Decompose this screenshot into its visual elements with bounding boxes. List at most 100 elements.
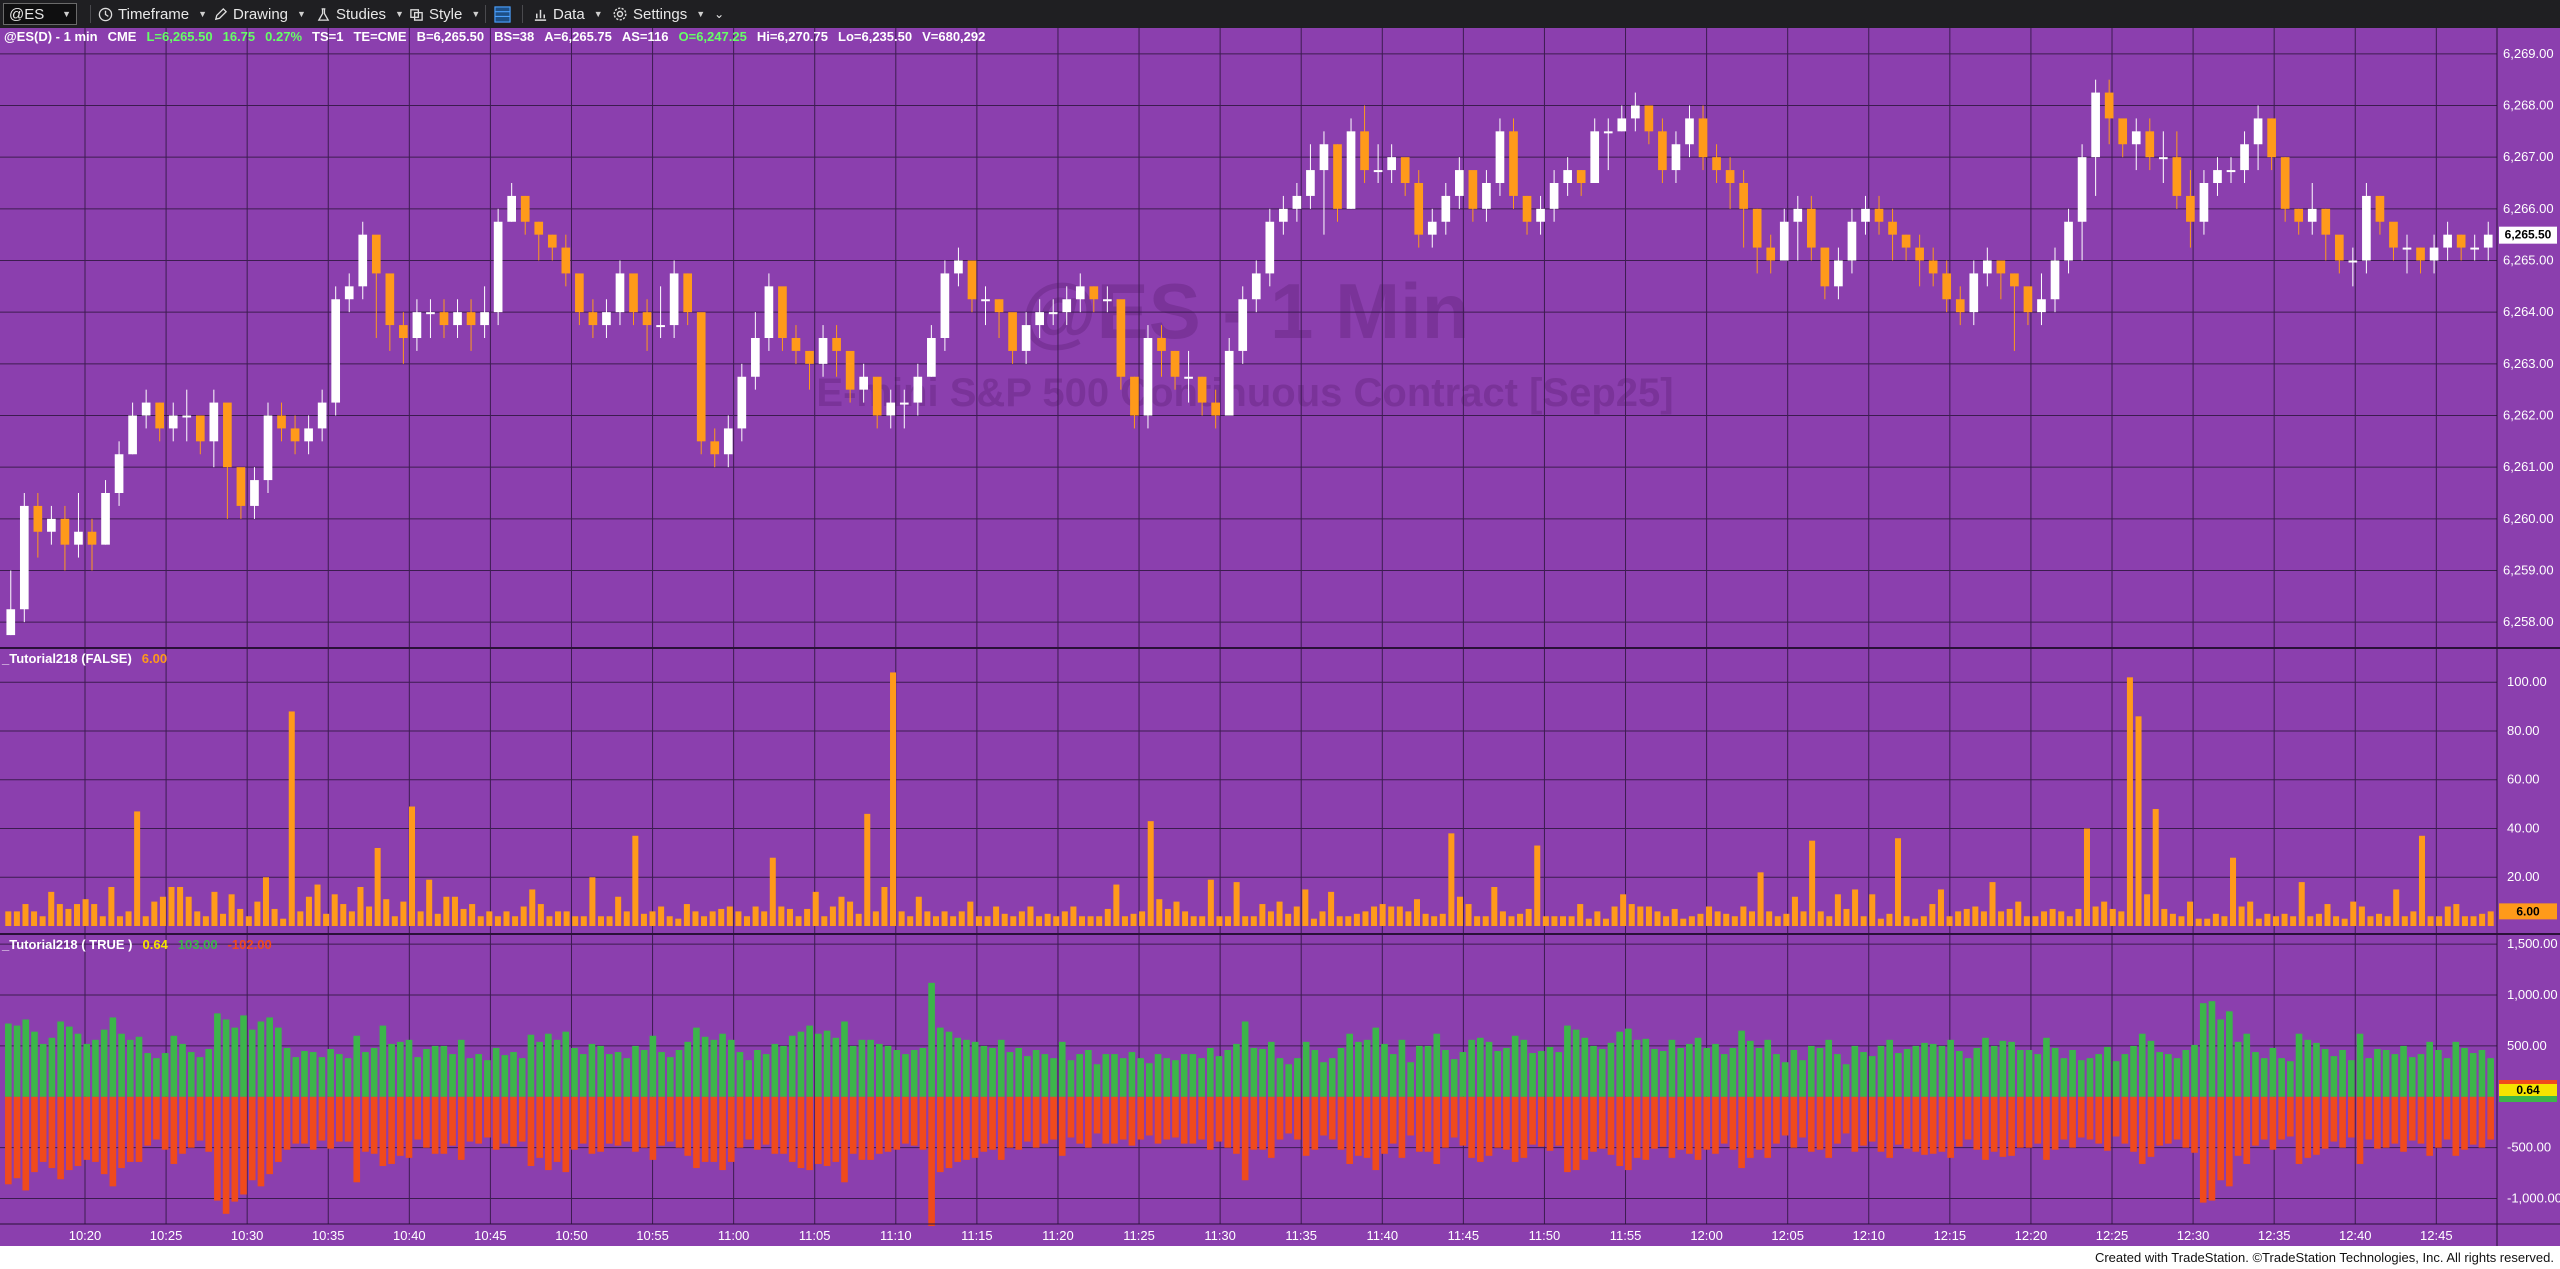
ind2-bar	[710, 1096, 718, 1162]
candle-body	[588, 312, 598, 326]
ind2-bar	[1067, 1096, 1075, 1138]
ind1-bar	[22, 904, 29, 926]
indicator2-header[interactable]: _Tutorial218 ( TRUE ) 0.64 103.00 -102.00	[2, 937, 282, 952]
style-menu[interactable]: Style ▼	[409, 0, 480, 28]
chevron-down-icon: ▼	[62, 9, 71, 19]
symbol-selector[interactable]: @ES ▼	[3, 3, 77, 25]
ind2-bar	[1712, 1043, 1719, 1097]
ind1-bar	[2367, 916, 2374, 926]
candle-body	[1563, 170, 1572, 183]
ind2-bar	[527, 1096, 535, 1166]
price-header: @ES(D) - 1 min CME L=6,265.50 16.75 0.27% TS=…	[4, 29, 995, 44]
chart-area[interactable]: @ES - 1 Min E-mini S&P 500 Continuous Co…	[0, 28, 2560, 1246]
ind1-bar	[1173, 901, 1180, 926]
ind2-bar	[1546, 1046, 1554, 1097]
ind2-bar	[640, 1096, 648, 1148]
candle-body	[1468, 170, 1478, 209]
ind2-bar	[510, 1052, 517, 1097]
ind1-bar	[881, 886, 888, 926]
ind2-bar	[74, 1033, 82, 1097]
ind2-bar	[1128, 1052, 1136, 1097]
ind2-bar	[2217, 1019, 2224, 1097]
ind1-bar	[1560, 916, 1567, 926]
studies-menu[interactable]: Studies ▼	[316, 0, 404, 28]
chart-canvas[interactable]: @ES - 1 Min E-mini S&P 500 Continuous Co…	[0, 28, 2560, 1246]
ind1-bar	[151, 901, 158, 926]
ind2-bar	[2356, 1096, 2364, 1164]
ind2-bar	[135, 1036, 143, 1097]
ind2-bar	[1311, 1096, 1319, 1150]
ind1-bar	[632, 835, 639, 926]
ind2-bar	[2156, 1052, 2163, 1097]
candle-body	[2131, 131, 2141, 145]
ind2-bar	[2304, 1096, 2312, 1158]
ind2-bar	[1642, 1096, 1650, 1160]
settings-menu[interactable]: Settings ▼ ⌄	[612, 0, 724, 28]
candle-body	[1928, 260, 1938, 274]
candle-body	[195, 415, 205, 442]
ind2-bar	[684, 1041, 692, 1097]
ask-size: AS=116	[621, 29, 669, 44]
ind1-bar	[649, 911, 656, 926]
time-tick-label: 12:35	[2258, 1228, 2291, 1243]
data-menu[interactable]: Data ▼	[533, 0, 603, 28]
ind2-bar	[327, 1048, 334, 1097]
ind1-bar	[1791, 896, 1798, 926]
ind1-bar	[1491, 886, 1498, 926]
indicator1-header[interactable]: _Tutorial218 (FALSE) 6.00	[2, 651, 177, 666]
ind2-bar	[423, 1096, 430, 1148]
bid-size: BS=38	[494, 29, 535, 44]
ind2-bar	[2173, 1058, 2181, 1097]
price-tick-label: 6,259.00	[2503, 563, 2554, 578]
ind2-bar	[1877, 1096, 1885, 1152]
candle-body	[2104, 92, 2114, 119]
ind1-bar	[1542, 916, 1549, 926]
candle-body	[1319, 144, 1329, 171]
ind2-bar	[1598, 1096, 1606, 1149]
ind2-bar	[606, 1096, 613, 1144]
ind1-bar	[1989, 882, 1996, 926]
ind1-bar	[2298, 882, 2305, 926]
ind1-bar	[2144, 894, 2151, 926]
ind1-bar	[1534, 845, 1541, 926]
ind1-bar	[1774, 916, 1781, 926]
ind2-bar	[1529, 1053, 1536, 1097]
ind2-bar	[396, 1096, 404, 1156]
ind1-bar	[1654, 911, 1661, 926]
ind2-bar	[2182, 1050, 2190, 1097]
candle-body	[2280, 157, 2290, 209]
ind1-bar	[2436, 916, 2443, 926]
ind2-bar	[1703, 1047, 1711, 1097]
ind2-bar	[1294, 1096, 1301, 1140]
candle-body	[1942, 273, 1952, 300]
ind2-bar	[2025, 1050, 2033, 1097]
ind1-bar	[1130, 913, 1137, 926]
more-menu-icon[interactable]: ⌄	[714, 7, 725, 21]
ind2-bar	[1259, 1048, 1266, 1097]
candle-body	[1455, 170, 1464, 196]
ind2-bar	[2017, 1096, 2024, 1148]
candle-body	[1211, 402, 1220, 416]
ind2-bar	[1581, 1037, 1589, 1097]
ind2-bar	[240, 1096, 247, 1195]
ind2-bar	[1686, 1043, 1693, 1097]
ind2-bar	[884, 1045, 892, 1097]
ind2-bar	[2060, 1058, 2068, 1097]
ind1-bar	[262, 877, 269, 926]
ind1-bar	[460, 908, 467, 926]
time-tick-label: 11:00	[718, 1228, 750, 1243]
candle-body	[2483, 234, 2493, 248]
ind2-bar	[1921, 1096, 1928, 1155]
candle-body	[1793, 208, 1803, 222]
time-tick-label: 11:20	[1042, 1228, 1074, 1243]
ind1-bar	[434, 913, 441, 926]
ind2-bar	[2287, 1061, 2294, 1097]
timeframe-menu[interactable]: Timeframe ▼	[98, 0, 207, 28]
candle-body	[1089, 286, 1099, 300]
layout-button[interactable]	[494, 0, 511, 28]
drawing-menu[interactable]: Drawing ▼	[213, 0, 306, 28]
ind2-bar	[2234, 1096, 2242, 1156]
ind2-bar	[109, 1096, 117, 1187]
ind2-bar	[1947, 1096, 1954, 1158]
candle-body	[2199, 183, 2209, 222]
